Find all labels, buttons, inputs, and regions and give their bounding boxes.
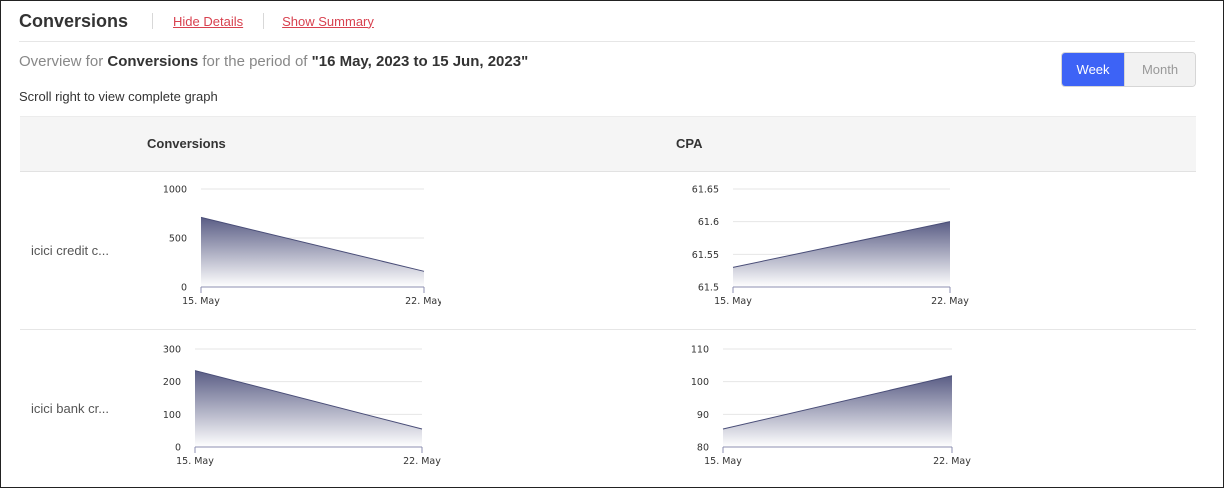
y-tick-label: 61.55 [692, 250, 719, 261]
y-tick-label: 100 [163, 410, 181, 421]
y-tick-label: 300 [163, 345, 181, 356]
x-tick-label: 22. May [405, 296, 441, 307]
y-tick-label: 200 [163, 377, 181, 388]
x-tick-label: 22. May [933, 456, 971, 467]
conversions-chart-row-1: 0 500 1000 15. May 22. May [163, 185, 441, 308]
overview-prefix: Overview for [19, 53, 108, 70]
scroll-hint: Scroll right to view complete graph [19, 89, 218, 104]
y-tick-label: 0 [181, 283, 187, 294]
y-tick-label: 1000 [163, 185, 187, 196]
y-tick-label: 80 [697, 443, 709, 454]
y-tick-label: 61.65 [692, 185, 719, 196]
table-header: Conversions CPA [20, 116, 1196, 172]
page-title: Conversions [19, 10, 129, 31]
row-label: icici bank cr... [31, 401, 110, 416]
panel-header: Conversions Hide Details Show Summary [19, 9, 374, 33]
week-button[interactable]: Week [1062, 53, 1125, 86]
overview-period: "16 May, 2023 to 15 Jun, 2023" [311, 53, 529, 70]
header-divider [152, 13, 154, 29]
header-rule [19, 41, 1195, 42]
y-tick-label: 100 [691, 377, 709, 388]
column-header-cpa: CPA [676, 136, 703, 151]
x-tick-label: 15. May [182, 296, 220, 307]
series-line [722, 375, 953, 430]
y-tick-label: 0 [175, 443, 181, 454]
series-line [200, 216, 425, 272]
x-tick-label: 22. May [931, 296, 969, 307]
x-tick-label: 15. May [704, 456, 742, 467]
overview-metric: Conversions [107, 53, 199, 70]
x-tick-label: 15. May [176, 456, 214, 467]
month-button[interactable]: Month [1124, 53, 1195, 86]
conversions-chart-row-2: 0 100 200 300 15. May 22. May [163, 345, 441, 468]
row-divider [20, 329, 1196, 330]
y-tick-label: 61.5 [698, 283, 719, 294]
y-tick-label: 110 [691, 345, 709, 356]
period-toggle: Week Month [1061, 52, 1196, 87]
x-tick-label: 15. May [714, 296, 752, 307]
y-tick-label: 61.6 [698, 217, 719, 228]
cpa-chart-row-2: 80 90 100 110 15. May 22. May [691, 345, 971, 468]
header-divider [263, 13, 265, 29]
area-fill [195, 370, 422, 447]
series-line [194, 370, 423, 430]
y-tick-label: 500 [169, 234, 187, 245]
x-tick-label: 22. May [403, 456, 441, 467]
area-fill [723, 375, 952, 447]
series-line [732, 221, 951, 268]
overview-middle: for the period of [198, 53, 312, 70]
column-header-conversions: Conversions [147, 136, 226, 151]
show-summary-link[interactable]: Show Summary [282, 13, 374, 29]
y-tick-label: 90 [697, 410, 709, 421]
row-label: icici credit c... [31, 243, 110, 258]
cpa-chart-row-1: 61.5 61.55 61.6 61.65 15. May 22. May [692, 185, 969, 308]
area-fill [201, 217, 424, 287]
hide-details-link[interactable]: Hide Details [173, 13, 244, 29]
area-fill [733, 221, 950, 287]
overview-text: Overview for Conversions for the period … [19, 53, 528, 70]
